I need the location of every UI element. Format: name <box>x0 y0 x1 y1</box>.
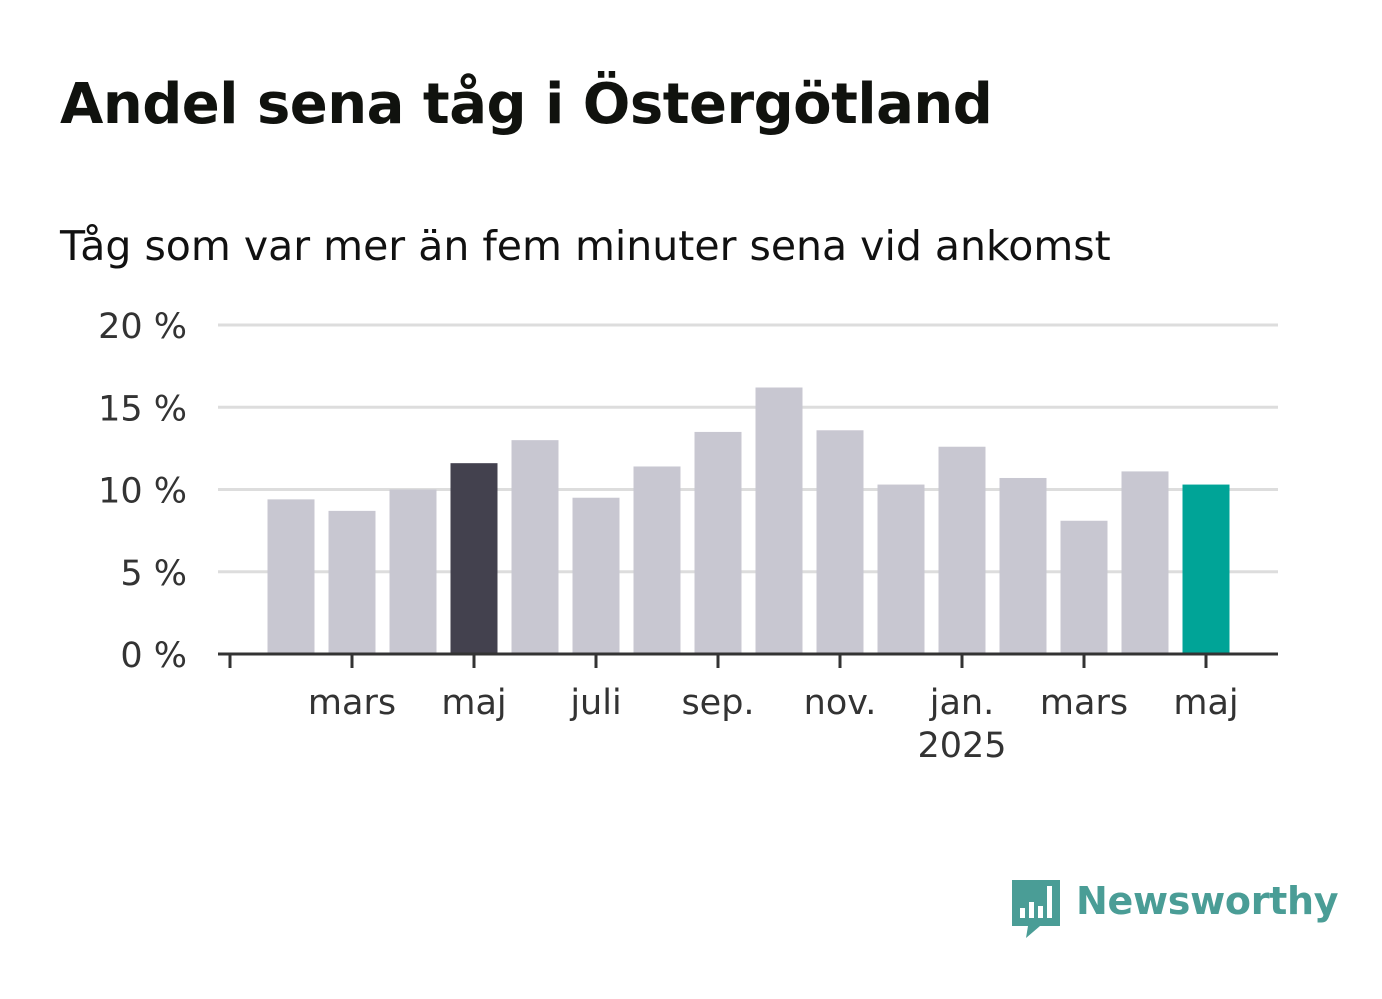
x-tick-label: nov. <box>804 683 877 723</box>
bar-2025-04 <box>1121 471 1169 654</box>
x-tick-label: maj <box>441 683 506 723</box>
x-tick-label: mars <box>1040 683 1128 723</box>
chart-title: Andel sena tåg i Östergötland <box>60 72 993 137</box>
bar-2024-12 <box>877 484 925 654</box>
bar-2024-04 <box>389 489 437 654</box>
newsworthy-logo: Newsworthy <box>1010 876 1339 940</box>
chart-subtitle: Tåg som var mer än fem minuter sena vid … <box>60 222 1111 270</box>
bar-2024-06 <box>511 440 559 654</box>
y-tick-label: 20 % <box>98 307 187 347</box>
y-tick-label: 10 % <box>98 472 187 512</box>
x-tick-label: jan. <box>929 683 994 723</box>
bar-2025-02 <box>999 477 1047 654</box>
bar-chart: 0 % 5 % 10 % 15 % 20 % mars maj juli sep. nov. ja… <box>98 307 1278 766</box>
bar-2025-03 <box>1060 520 1108 654</box>
bar-2024-09 <box>694 431 742 654</box>
brand-name: Newsworthy <box>1076 879 1339 923</box>
x-tick-sublabel: 2025 <box>917 726 1006 766</box>
x-tick-label: sep. <box>681 683 754 723</box>
bar-2024-07 <box>572 497 620 654</box>
y-tick-label: 5 % <box>120 554 187 594</box>
x-axis <box>218 652 1278 668</box>
y-tick-label: 0 % <box>120 636 187 676</box>
y-axis-labels: 0 % 5 % 10 % 15 % 20 % <box>98 307 187 676</box>
bars <box>267 387 1230 654</box>
x-tick-label: juli <box>569 683 621 723</box>
bar-2025-01 <box>938 446 986 654</box>
gridlines <box>218 323 1278 574</box>
bar-2024-05 <box>450 463 498 654</box>
x-tick-label: maj <box>1173 683 1238 723</box>
bar-2024-10 <box>755 387 803 654</box>
bar-2024-11 <box>816 430 864 654</box>
x-axis-labels: mars maj juli sep. nov. jan.2025 mars maj <box>308 683 1239 766</box>
bar-2025-05 <box>1182 484 1230 654</box>
x-tick-label: mars <box>308 683 396 723</box>
y-tick-label: 15 % <box>98 389 187 429</box>
bar-2024-02 <box>267 499 315 654</box>
bar-2024-08 <box>633 466 681 654</box>
newsworthy-bar-chart-icon <box>1012 880 1060 938</box>
bar-2024-03 <box>328 510 376 654</box>
